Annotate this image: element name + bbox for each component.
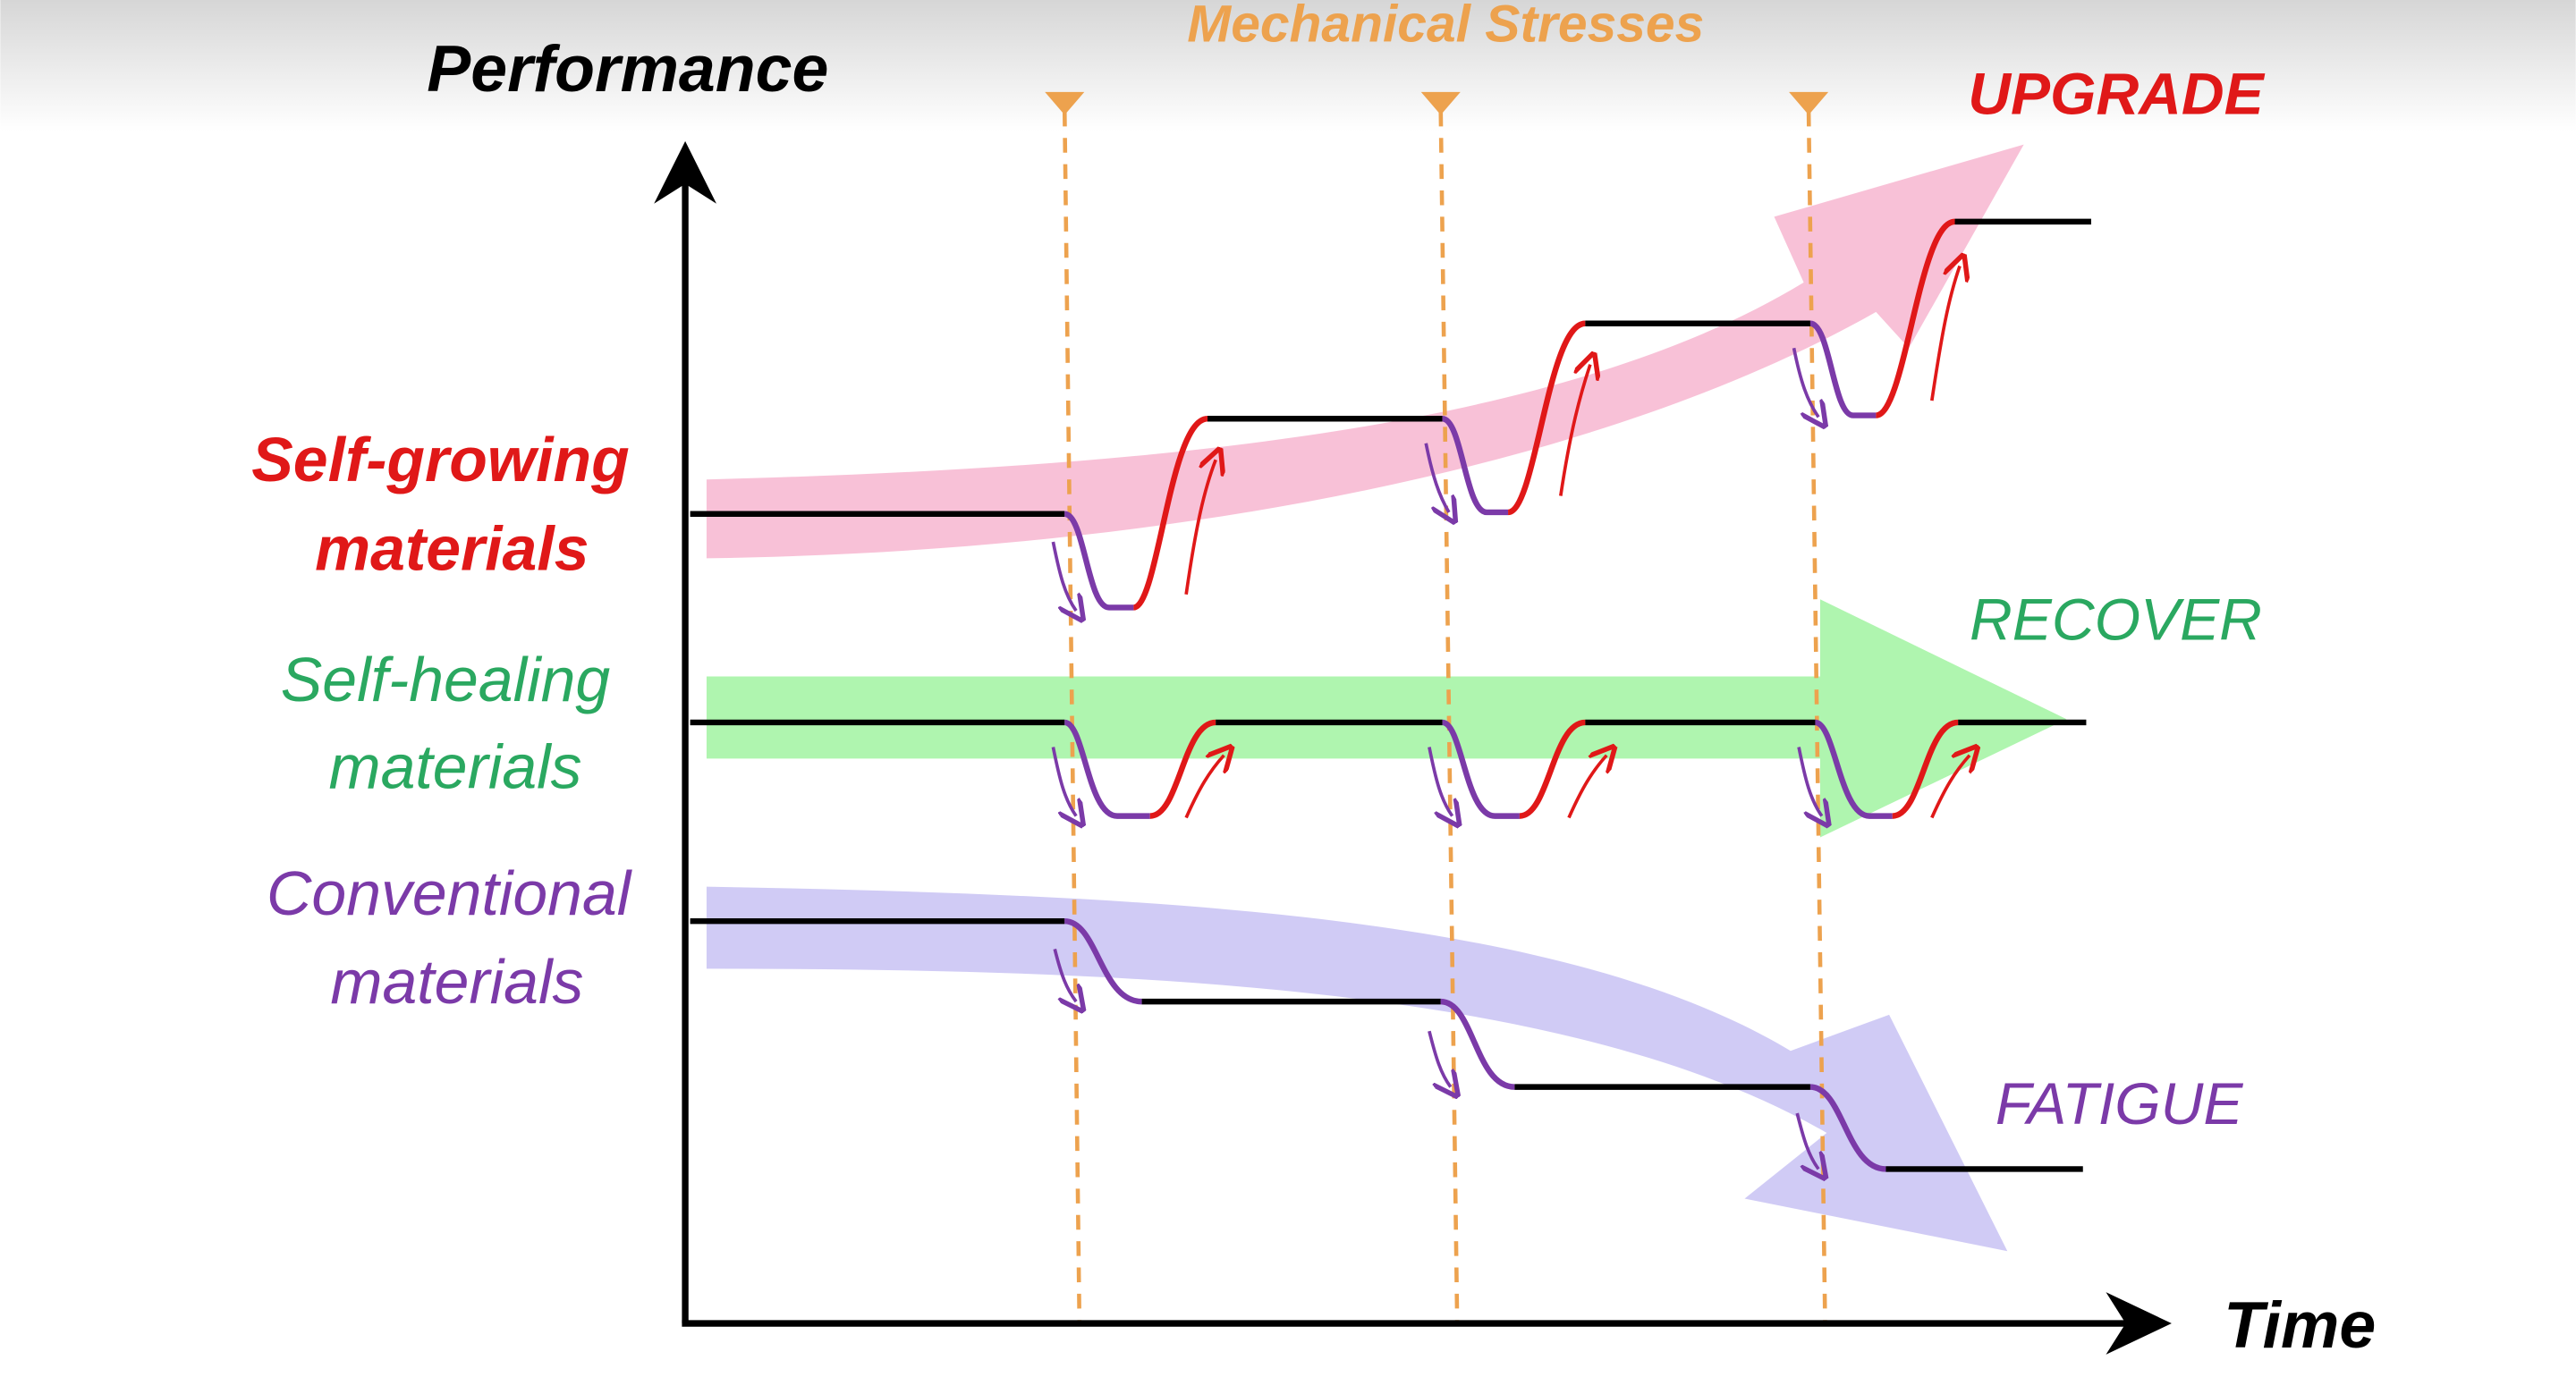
drop-arrow bbox=[1797, 747, 1822, 816]
material-label: materials bbox=[330, 947, 583, 1017]
stress-line bbox=[1438, 111, 1460, 1322]
drop bbox=[1809, 1084, 1886, 1172]
drop bbox=[1440, 998, 1515, 1090]
drop bbox=[1814, 719, 1893, 819]
recover-band bbox=[706, 599, 2067, 838]
upgrade-band bbox=[706, 144, 2024, 559]
rise bbox=[1892, 719, 1959, 819]
rise bbox=[1506, 320, 1587, 516]
rise-arrow bbox=[1184, 460, 1216, 595]
drop-arrow bbox=[1051, 747, 1076, 816]
y-axis-arrow bbox=[654, 140, 716, 204]
drop bbox=[1809, 320, 1877, 418]
material-label: Self-growing bbox=[251, 425, 629, 494]
stress-line bbox=[1806, 111, 1827, 1322]
rise bbox=[1875, 218, 1956, 418]
rise bbox=[1132, 416, 1208, 611]
rise-arrow bbox=[1930, 266, 1960, 401]
drop-arrow bbox=[1424, 443, 1449, 512]
x-axis-arrow bbox=[2106, 1292, 2172, 1355]
material-label: materials bbox=[315, 513, 589, 583]
drop bbox=[1063, 719, 1150, 819]
self-healing-curve bbox=[690, 719, 2087, 819]
recover-label: RECOVER bbox=[1970, 587, 2262, 653]
upgrade-label: UPGRADE bbox=[1968, 62, 2265, 128]
drop bbox=[1441, 719, 1520, 819]
rise-arrow bbox=[1184, 756, 1224, 819]
rise-arrow bbox=[1567, 756, 1606, 819]
material-label: Self-healing bbox=[281, 645, 611, 714]
drop bbox=[1063, 917, 1142, 1005]
y-axis-label: Performance bbox=[427, 32, 828, 106]
rise-arrow bbox=[1930, 756, 1970, 819]
stress-line bbox=[1062, 111, 1082, 1322]
rise bbox=[1149, 719, 1216, 819]
top-shade bbox=[0, 0, 2576, 131]
drop-arrow bbox=[1051, 541, 1076, 611]
drop-arrow bbox=[1428, 747, 1453, 816]
drop-arrow bbox=[1795, 1112, 1818, 1169]
conventional-curve bbox=[690, 917, 2083, 1172]
material-label: materials bbox=[328, 731, 581, 801]
self-growing-curve bbox=[690, 218, 2091, 611]
x-axis-label: Time bbox=[2224, 1288, 2376, 1362]
rise bbox=[1519, 719, 1586, 819]
drop-arrow bbox=[1428, 1030, 1451, 1086]
material-label: Conventional bbox=[267, 858, 633, 928]
drop-arrow bbox=[1792, 347, 1819, 417]
stress-marker bbox=[1789, 91, 1829, 115]
rise-arrow bbox=[1559, 365, 1590, 496]
stress-label: Mechanical Stresses bbox=[1187, 0, 1704, 54]
stress-marker bbox=[1045, 91, 1085, 115]
drop bbox=[1063, 511, 1134, 611]
fatigue-band bbox=[706, 886, 2008, 1252]
drop-arrow bbox=[1053, 948, 1076, 1001]
drop bbox=[1441, 416, 1509, 516]
stress-marker bbox=[1420, 91, 1461, 115]
fatigue-label: FATIGUE bbox=[1996, 1071, 2244, 1137]
